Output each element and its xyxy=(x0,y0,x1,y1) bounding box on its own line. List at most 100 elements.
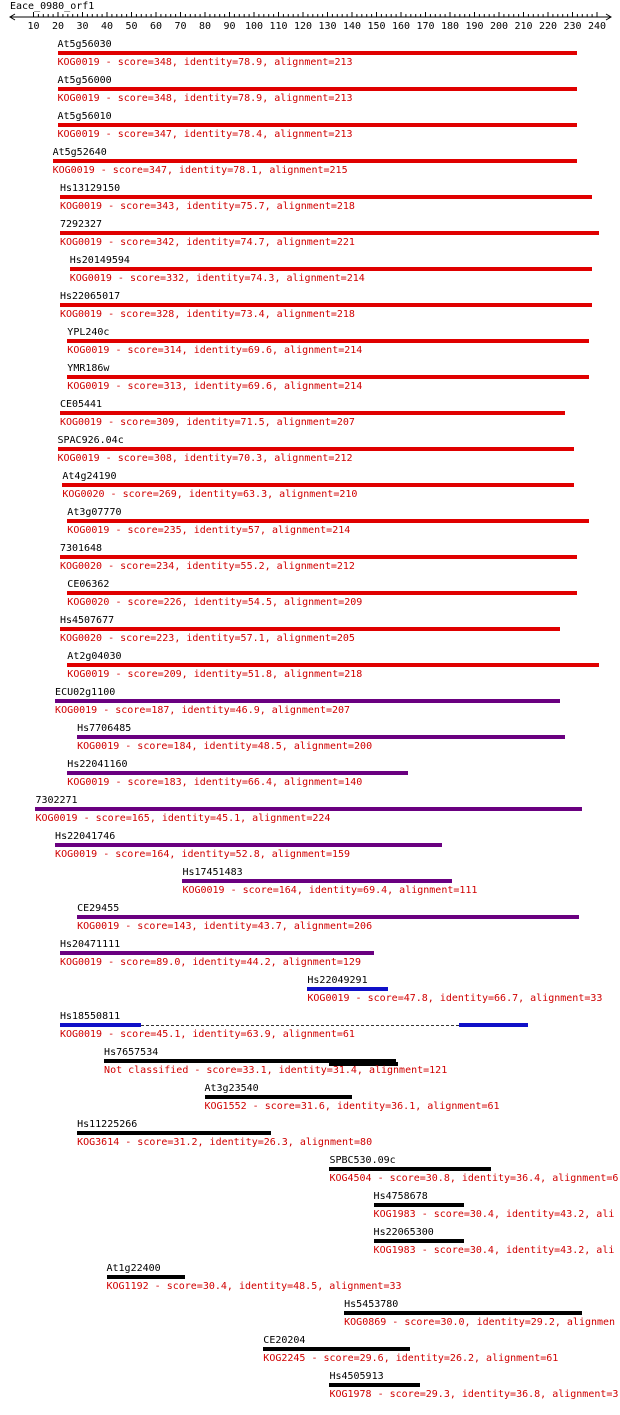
hit-name-link[interactable]: At3g23540 xyxy=(204,1083,259,1094)
hit-name-link[interactable]: At3g07770 xyxy=(67,507,122,518)
hit-name-link[interactable]: At5g52640 xyxy=(52,147,107,158)
ruler-tick-label: 240 xyxy=(588,21,606,32)
hit-alignment-bar[interactable] xyxy=(67,591,577,595)
hit-alignment-bar[interactable] xyxy=(67,771,408,775)
hit-alignment-bar[interactable] xyxy=(329,1167,492,1171)
hit-name-link[interactable]: CE20204 xyxy=(263,1335,306,1346)
hit-name-link[interactable]: At4g24190 xyxy=(62,471,117,482)
hit-alignment-bar[interactable] xyxy=(57,447,575,451)
hit-name-link[interactable]: CE06362 xyxy=(67,579,110,590)
hit-name-link[interactable]: YPL240c xyxy=(67,327,110,338)
hit-name-link[interactable]: ECU02g1100 xyxy=(55,687,116,698)
hit-alignment-bar[interactable] xyxy=(52,159,577,163)
hit-name-link[interactable]: SPAC926.04c xyxy=(57,435,124,446)
hit-alignment-bar[interactable] xyxy=(59,195,592,199)
hit-name-link[interactable]: SPBC530.09c xyxy=(329,1155,396,1166)
hit-name-link[interactable]: At5g56010 xyxy=(57,111,112,122)
hit-name-link[interactable]: CE29455 xyxy=(77,903,120,914)
hit-description: KOG1983 - score=30.4, identity=43.2, ali xyxy=(373,1209,615,1220)
hit-alignment-bar[interactable] xyxy=(69,267,592,271)
hit-name-link[interactable]: Hs7706485 xyxy=(77,723,132,734)
hit-alignment-bar[interactable] xyxy=(59,411,565,415)
hit-alignment-bar[interactable] xyxy=(59,303,592,307)
hit-alignment-bar[interactable] xyxy=(59,555,577,559)
hit-name-link[interactable]: Hs4758678 xyxy=(373,1191,428,1202)
hit-description: KOG2245 - score=29.6, identity=26.2, ali… xyxy=(263,1353,559,1364)
hit-name-link[interactable]: Hs20149594 xyxy=(69,255,130,266)
hit-description: KOG0019 - score=328, identity=73.4, alig… xyxy=(59,309,355,320)
hit-alignment-bar[interactable] xyxy=(59,231,599,235)
hit-alignment-bar[interactable] xyxy=(459,1023,528,1027)
ruler-tick-label: 150 xyxy=(367,21,385,32)
hit-name-link[interactable]: CE05441 xyxy=(59,399,103,410)
hit-name-link[interactable]: Hs4507677 xyxy=(59,615,115,626)
hit-description: KOG0019 - score=143, identity=43.7, alig… xyxy=(77,921,373,932)
hit-name-link[interactable]: At2g04030 xyxy=(67,651,122,662)
hit-name-link[interactable]: At5g56000 xyxy=(57,75,112,86)
ruler-tick-label: 190 xyxy=(465,21,483,32)
hit-description: KOG0019 - score=89.0, identity=44.2, ali… xyxy=(59,957,361,968)
hit-alignment-bar[interactable] xyxy=(62,483,575,487)
hit-description: KOG0020 - score=223, identity=57.1, alig… xyxy=(59,633,355,644)
hit-name-link[interactable]: Hs7657534 xyxy=(104,1047,159,1058)
hit-description: Not classified - score=33.1, identity=31… xyxy=(104,1065,448,1076)
hit-name-link[interactable]: Hs20471111 xyxy=(59,939,121,950)
hit-name-link[interactable]: Hs17451483 xyxy=(182,867,243,878)
hit-description: KOG0020 - score=269, identity=63.3, alig… xyxy=(62,489,358,500)
hit-alignment-bar[interactable] xyxy=(67,519,590,523)
hit-alignment-bar[interactable] xyxy=(104,1059,396,1063)
hit-alignment-bar[interactable] xyxy=(77,735,565,739)
hit-description: KOG0019 - score=314, identity=69.6, alig… xyxy=(67,345,363,356)
hit-name-link[interactable]: Hs13129150 xyxy=(59,183,121,194)
hit-name-link[interactable]: Hs22065300 xyxy=(373,1227,434,1238)
hit-alignment-bar[interactable] xyxy=(373,1239,465,1243)
hit-alignment-bar[interactable] xyxy=(67,339,590,343)
hit-alignment-bar[interactable] xyxy=(373,1203,465,1207)
hit-description: KOG0019 - score=165, identity=45.1, alig… xyxy=(35,813,331,824)
hit-alignment-bar[interactable] xyxy=(263,1347,411,1351)
hit-description: KOG0019 - score=164, identity=52.8, alig… xyxy=(55,849,351,860)
hit-name-link[interactable]: Hs5453780 xyxy=(344,1299,399,1310)
hit-alignment-bar[interactable] xyxy=(55,699,560,703)
hit-alignment-bar[interactable] xyxy=(67,663,599,667)
hit-alignment-bar[interactable] xyxy=(106,1275,185,1279)
hit-alignment-bar[interactable] xyxy=(55,843,443,847)
ruler-tick-label: 210 xyxy=(514,21,532,32)
hit-description: KOG0020 - score=226, identity=54.5, alig… xyxy=(67,597,363,608)
hit-alignment-bar[interactable] xyxy=(57,87,577,91)
hit-alignment-bar[interactable] xyxy=(329,1062,399,1066)
hit-name-link[interactable]: 7301648 xyxy=(59,543,103,554)
hit-name-link[interactable]: Hs4505913 xyxy=(329,1371,384,1382)
hit-description: KOG0019 - score=184, identity=48.5, alig… xyxy=(77,741,373,752)
hit-alignment-bar[interactable] xyxy=(307,987,389,991)
hit-description: KOG0019 - score=164, identity=69.4, alig… xyxy=(182,885,478,896)
hit-name-link[interactable]: Hs11225266 xyxy=(77,1119,138,1130)
hit-alignment-bar[interactable] xyxy=(57,51,577,55)
hit-name-link[interactable]: Hs22049291 xyxy=(307,975,368,986)
hit-alignment-bar[interactable] xyxy=(344,1311,582,1315)
hit-name-link[interactable]: At5g56030 xyxy=(57,39,112,50)
ruler-right-arrow xyxy=(605,13,612,21)
hit-name-link[interactable]: YMR186w xyxy=(67,363,110,374)
ruler-tick-label: 180 xyxy=(441,21,459,32)
hit-alignment-bar[interactable] xyxy=(182,879,452,883)
hit-name-link[interactable]: 7302271 xyxy=(35,795,78,806)
hit-name-link[interactable]: 7292327 xyxy=(59,219,103,230)
hit-alignment-bar[interactable] xyxy=(59,1023,141,1027)
hit-alignment-bar[interactable] xyxy=(77,915,580,919)
hit-alignment-bar[interactable] xyxy=(59,951,374,955)
hit-alignment-bar[interactable] xyxy=(35,807,582,811)
hit-name-link[interactable]: Hs22041746 xyxy=(55,831,116,842)
hit-name-link[interactable]: Hs22041160 xyxy=(67,759,128,770)
query-title: Eace_0980_orf1 xyxy=(10,1,95,12)
hit-name-link[interactable]: Hs18550811 xyxy=(59,1011,121,1022)
hit-name-link[interactable]: Hs22065017 xyxy=(59,291,121,302)
hit-alignment-bar[interactable] xyxy=(59,627,560,631)
hit-alignment-bar[interactable] xyxy=(329,1383,421,1387)
hit-alignment-bar[interactable] xyxy=(57,123,577,127)
hit-alignment-bar[interactable] xyxy=(204,1095,352,1099)
position-ruler: 10 20 30 40 50 60 70 80 90 100 110 120 130 140 150 160 1… xyxy=(9,12,612,32)
hit-alignment-bar[interactable] xyxy=(67,375,590,379)
hit-alignment-bar[interactable] xyxy=(77,1131,271,1135)
hit-name-link[interactable]: At1g22400 xyxy=(106,1263,161,1274)
